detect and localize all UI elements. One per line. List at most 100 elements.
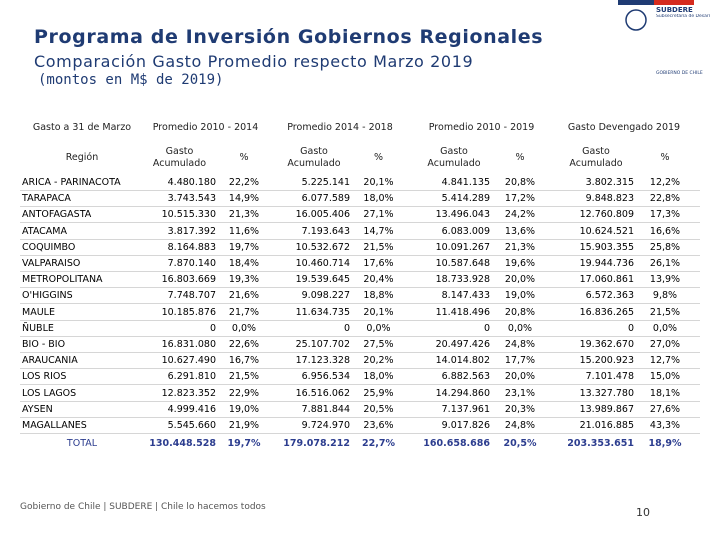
amount: 18.733.928 — [435, 274, 490, 286]
amount: 7.101.478 — [585, 371, 634, 383]
row-rule — [20, 238, 700, 240]
row-rule — [20, 368, 700, 370]
amount: 17.060.861 — [579, 274, 634, 286]
percent: 21,6% — [228, 290, 260, 302]
region-name: ARAUCANIA — [22, 355, 78, 367]
row-rule — [20, 206, 700, 208]
percent: 43,3% — [649, 420, 681, 431]
percent: 20,8% — [504, 306, 536, 318]
amount: 5.414.289 — [441, 193, 490, 205]
amount: 17.123.328 — [295, 355, 350, 367]
group-header: Promedio 2010 - 2019 — [428, 122, 535, 133]
amount: 9.848.823 — [585, 193, 634, 205]
amount: 10.532.672 — [295, 241, 350, 253]
percent: 21,5% — [649, 306, 681, 318]
row-rule — [20, 384, 700, 386]
row-rule — [20, 271, 700, 272]
group-header: Gasto a 31 de Marzo — [32, 122, 132, 133]
amount: 16.005.406 — [295, 209, 350, 221]
percent: 18,1% — [649, 387, 681, 399]
percent: 21,5% — [228, 371, 260, 383]
row-rule — [20, 352, 700, 353]
region-name: LOS RIOS — [22, 371, 67, 383]
percent: 19,0% — [228, 403, 260, 415]
region-name: ARICA - PARINACOTA — [22, 177, 121, 188]
amount: 3.743.543 — [167, 193, 216, 205]
row-rule — [20, 433, 700, 434]
amount: 16.831.080 — [161, 339, 216, 350]
percent: 20,4% — [363, 274, 394, 286]
logo-crest — [625, 9, 647, 31]
amount: 6.882.563 — [441, 371, 490, 383]
amount: 7.193.643 — [301, 225, 350, 237]
region-name: COQUIMBO — [22, 241, 76, 253]
percent: 22,2% — [228, 177, 260, 188]
amount: 10.627.490 — [161, 355, 216, 367]
region-name: ATACAMA — [22, 225, 67, 237]
amount: 13.327.780 — [579, 387, 634, 399]
row-rule — [20, 287, 700, 289]
percent: 19,6% — [504, 258, 536, 269]
amount: 25.107.702 — [295, 339, 350, 350]
percent: 20,0% — [504, 371, 536, 383]
percent: 18,0% — [363, 371, 394, 383]
logo-line-box: Subsecretaría de Desarrollo Regional y A… — [656, 14, 710, 19]
amount: 16.516.062 — [295, 387, 350, 399]
sub-header: % — [660, 152, 670, 163]
percent: 12,2% — [649, 177, 681, 188]
sub-header: Gasto Acumulado — [152, 146, 207, 169]
logo: SUBDERE Subsecretaría de Desarrollo Regi… — [618, 0, 710, 76]
amount: 6.077.589 — [301, 193, 350, 205]
amount: 21.016.885 — [579, 420, 634, 431]
amount: 6.572.363 — [585, 290, 634, 302]
percent: 24,8% — [504, 339, 536, 350]
amount: 15.903.355 — [579, 241, 634, 253]
amount: 0 — [627, 322, 634, 334]
row-rule — [20, 303, 700, 305]
note: (montos en M$ de 2019) — [38, 72, 224, 88]
amount: 16.803.669 — [161, 274, 216, 286]
amount: 15.200.923 — [579, 355, 634, 367]
amount: 3.817.392 — [167, 225, 216, 237]
percent: 0,0% — [231, 322, 257, 334]
amount: 7.870.140 — [167, 258, 216, 269]
logo-bar-red — [654, 0, 694, 5]
logo-bar-blue — [618, 0, 654, 5]
amount: 6.083.009 — [441, 225, 490, 237]
row-rule — [20, 400, 700, 402]
percent: 16,7% — [228, 355, 260, 367]
percent: 9,8% — [652, 290, 678, 302]
amount: 0 — [209, 322, 216, 334]
region-name: TARAPACA — [22, 193, 71, 205]
amount: 13.496.043 — [435, 209, 490, 221]
amount: 5.225.141 — [301, 177, 350, 188]
percent: 21,3% — [228, 209, 260, 221]
percent: 19,7% — [227, 438, 261, 450]
percent: 21,5% — [363, 241, 394, 253]
amount: 10.185.876 — [161, 306, 216, 318]
amount: 10.515.330 — [161, 209, 216, 221]
percent: 26,1% — [649, 258, 681, 269]
percent: 19,3% — [228, 274, 260, 286]
row-rule — [20, 416, 700, 418]
amount: 7.881.844 — [301, 403, 350, 415]
amount: 14.294.860 — [435, 387, 490, 399]
amount: 10.091.267 — [435, 241, 490, 253]
region-name: AYSEN — [22, 403, 53, 415]
percent: 25,9% — [363, 387, 394, 399]
percent: 13,6% — [504, 225, 536, 237]
amount: 8.147.433 — [441, 290, 490, 302]
group-header: Promedio 2010 - 2014 — [152, 122, 259, 133]
amount: 9.017.826 — [441, 420, 490, 431]
amount: 19.539.645 — [295, 274, 350, 286]
amount: 8.164.883 — [167, 241, 216, 253]
amount: 4.480.180 — [167, 177, 216, 188]
percent: 12,7% — [649, 355, 681, 367]
amount: 7.748.707 — [167, 290, 216, 302]
region-name: ANTOFAGASTA — [22, 209, 92, 221]
region-name: TOTAL — [66, 438, 98, 450]
amount: 10.624.521 — [579, 225, 634, 237]
percent: 22,9% — [228, 387, 260, 399]
region-name: METROPOLITANA — [22, 274, 103, 286]
